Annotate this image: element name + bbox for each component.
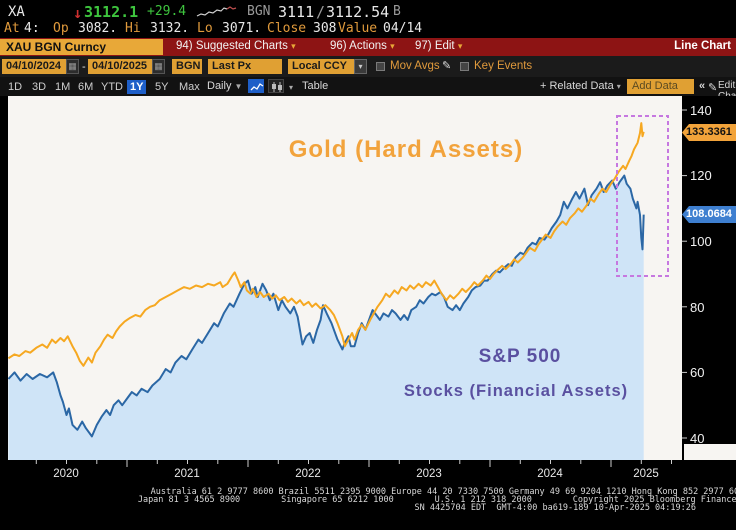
related-data-button[interactable]: + Related Data ▾ xyxy=(540,80,621,92)
low-label: Lo xyxy=(197,21,213,36)
ask-suffix: B xyxy=(393,4,401,19)
period-max[interactable]: Max xyxy=(179,81,200,93)
candlestick-chart-type-icon[interactable] xyxy=(268,79,284,93)
value-label: Value xyxy=(338,21,378,36)
x-axis-year-2020: 2020 xyxy=(53,468,79,480)
line-chart-type-icon[interactable] xyxy=(248,79,264,93)
y-axis-tick-100: 100 xyxy=(690,234,712,249)
x-axis: 2020 2021 2022 2023 2024 2025 xyxy=(0,468,736,482)
high-value: 3132. xyxy=(150,21,190,36)
edit-pencil-icon[interactable]: ✎ xyxy=(708,82,718,94)
key-events-label: Key Events xyxy=(474,60,533,72)
chevron-down-icon: ▼ xyxy=(234,82,243,91)
sp500-last-price-badge: 108.0684 xyxy=(682,206,736,223)
chart-type-dropdown[interactable]: ▾ xyxy=(289,83,294,92)
y-axis-tick-140: 140 xyxy=(690,103,712,118)
period-5y[interactable]: 5Y xyxy=(155,81,169,93)
high-label: Hi xyxy=(125,21,141,36)
table-button[interactable]: Table xyxy=(302,80,329,92)
period-1d[interactable]: 1D xyxy=(8,81,23,93)
footer-session-line: SN 4425704 EDT GMT-4:00 ba619-189 10-Apr… xyxy=(414,503,696,513)
footer-phones-line2: Japan 81 3 4565 8900 Singapore 65 6212 1… xyxy=(137,495,736,505)
quote-header: XA ↓ 3112.1 +29.4 BGN 3111 / 3112.54 B A… xyxy=(0,0,736,38)
y-axis-tick-120: 120 xyxy=(690,168,712,183)
menu-edit[interactable]: 97) Edit ▾ xyxy=(415,40,463,52)
ticker-label: XA xyxy=(8,4,25,20)
at-value: 4: xyxy=(24,21,40,36)
open-value: 3082. xyxy=(78,21,118,36)
down-arrow-icon: ↓ xyxy=(73,4,83,22)
at-label: At xyxy=(4,21,20,36)
chevron-down-icon: ▾ xyxy=(358,62,363,71)
close-value: 308 xyxy=(313,21,337,36)
menu-suggested-charts[interactable]: 94) Suggested Charts ▾ xyxy=(176,40,296,52)
mov-avgs-label: Mov Avgs xyxy=(390,60,440,72)
annotation-gold-title: Gold (Hard Assets) xyxy=(288,136,524,163)
range-toolbar: 04/10/2024 ▦ - 04/10/2025 ▦ BGN Last Px … xyxy=(0,56,736,77)
gold-last-price-badge: 133.3361 xyxy=(682,124,736,141)
plot-corner-fill xyxy=(684,444,736,460)
annotation-sp500-label: S&P 500 xyxy=(478,346,562,367)
chevron-down-icon: ▾ xyxy=(291,41,296,51)
sparkline-chart-icon xyxy=(196,5,238,23)
last-price: 3112.1 xyxy=(84,3,139,21)
x-axis-year-2022: 2022 xyxy=(295,468,321,480)
period-6m[interactable]: 6M xyxy=(78,81,94,93)
price-field-select[interactable]: Last Px xyxy=(208,59,282,74)
sp500-line xyxy=(8,174,645,438)
price-chart-svg[interactable] xyxy=(8,96,688,470)
period-3d[interactable]: 3D xyxy=(32,81,47,93)
x-axis-year-2025: 2025 xyxy=(633,468,659,480)
period-toolbar: 1D 3D 1M 6M YTD 1Y 5Y Max Daily ▼ ▾ Tabl… xyxy=(0,77,736,102)
chevron-down-icon: ▾ xyxy=(616,82,621,91)
menu-actions[interactable]: 96) Actions ▾ xyxy=(330,40,395,52)
date-from-field[interactable]: 04/10/2024 xyxy=(2,59,66,74)
low-value: 3071. xyxy=(222,21,262,36)
collapse-panel-button[interactable]: « xyxy=(699,80,706,92)
x-axis-year-2021: 2021 xyxy=(174,468,200,480)
annotation-stocks-label: Stocks (Financial Assets) xyxy=(403,382,629,400)
menu-bar: XAU BGN Curncy 94) Suggested Charts ▾ 96… xyxy=(0,38,736,56)
source-field[interactable]: BGN xyxy=(172,59,202,74)
ask-price: 3112.54 xyxy=(326,3,390,21)
chart-panel: Gold (Hard Assets) S&P 500 Stocks (Finan… xyxy=(0,96,736,530)
add-data-input[interactable]: Add Data xyxy=(627,79,694,94)
chevron-down-icon: ▾ xyxy=(390,41,395,51)
footer-phones-line1: Australia 61 2 9777 8600 Brazil 5511 239… xyxy=(150,487,736,497)
calendar-icon[interactable]: ▦ xyxy=(66,59,79,74)
chevron-down-icon: ▾ xyxy=(457,41,463,51)
price-source: BGN xyxy=(247,4,271,19)
pencil-icon[interactable]: ✎ xyxy=(442,60,452,72)
y-axis-tick-40: 40 xyxy=(690,431,705,446)
y-axis-tick-80: 80 xyxy=(690,300,705,315)
date-to-field[interactable]: 04/10/2025 xyxy=(88,59,152,74)
date-range-separator: - xyxy=(82,61,86,73)
y-axis-tick-60: 60 xyxy=(690,365,705,380)
gold-line xyxy=(8,122,645,367)
bid-ask-slash: / xyxy=(316,3,326,21)
x-axis-year-2023: 2023 xyxy=(416,468,442,480)
bid-price: 3111 xyxy=(278,3,315,21)
period-1m[interactable]: 1M xyxy=(55,81,71,93)
screen-title: Line Chart xyxy=(674,40,731,52)
mov-avgs-checkbox[interactable] xyxy=(376,62,385,71)
x-axis-year-2024: 2024 xyxy=(537,468,563,480)
close-label: Close xyxy=(267,21,307,36)
frequency-select[interactable]: Daily ▼ xyxy=(207,80,243,92)
period-1y[interactable]: 1Y xyxy=(127,80,147,94)
value-date: 04/14 xyxy=(383,21,423,36)
calendar-icon[interactable]: ▦ xyxy=(152,59,165,74)
period-ytd[interactable]: YTD xyxy=(101,81,123,93)
price-change: +29.4 xyxy=(147,4,187,19)
currency-select[interactable]: Local CCY xyxy=(288,59,354,74)
security-tag[interactable]: XAU BGN Curncy xyxy=(0,39,163,55)
key-events-checkbox[interactable] xyxy=(460,62,469,71)
currency-dropdown-button[interactable]: ▾ xyxy=(354,59,367,74)
open-label: Op xyxy=(53,21,69,36)
